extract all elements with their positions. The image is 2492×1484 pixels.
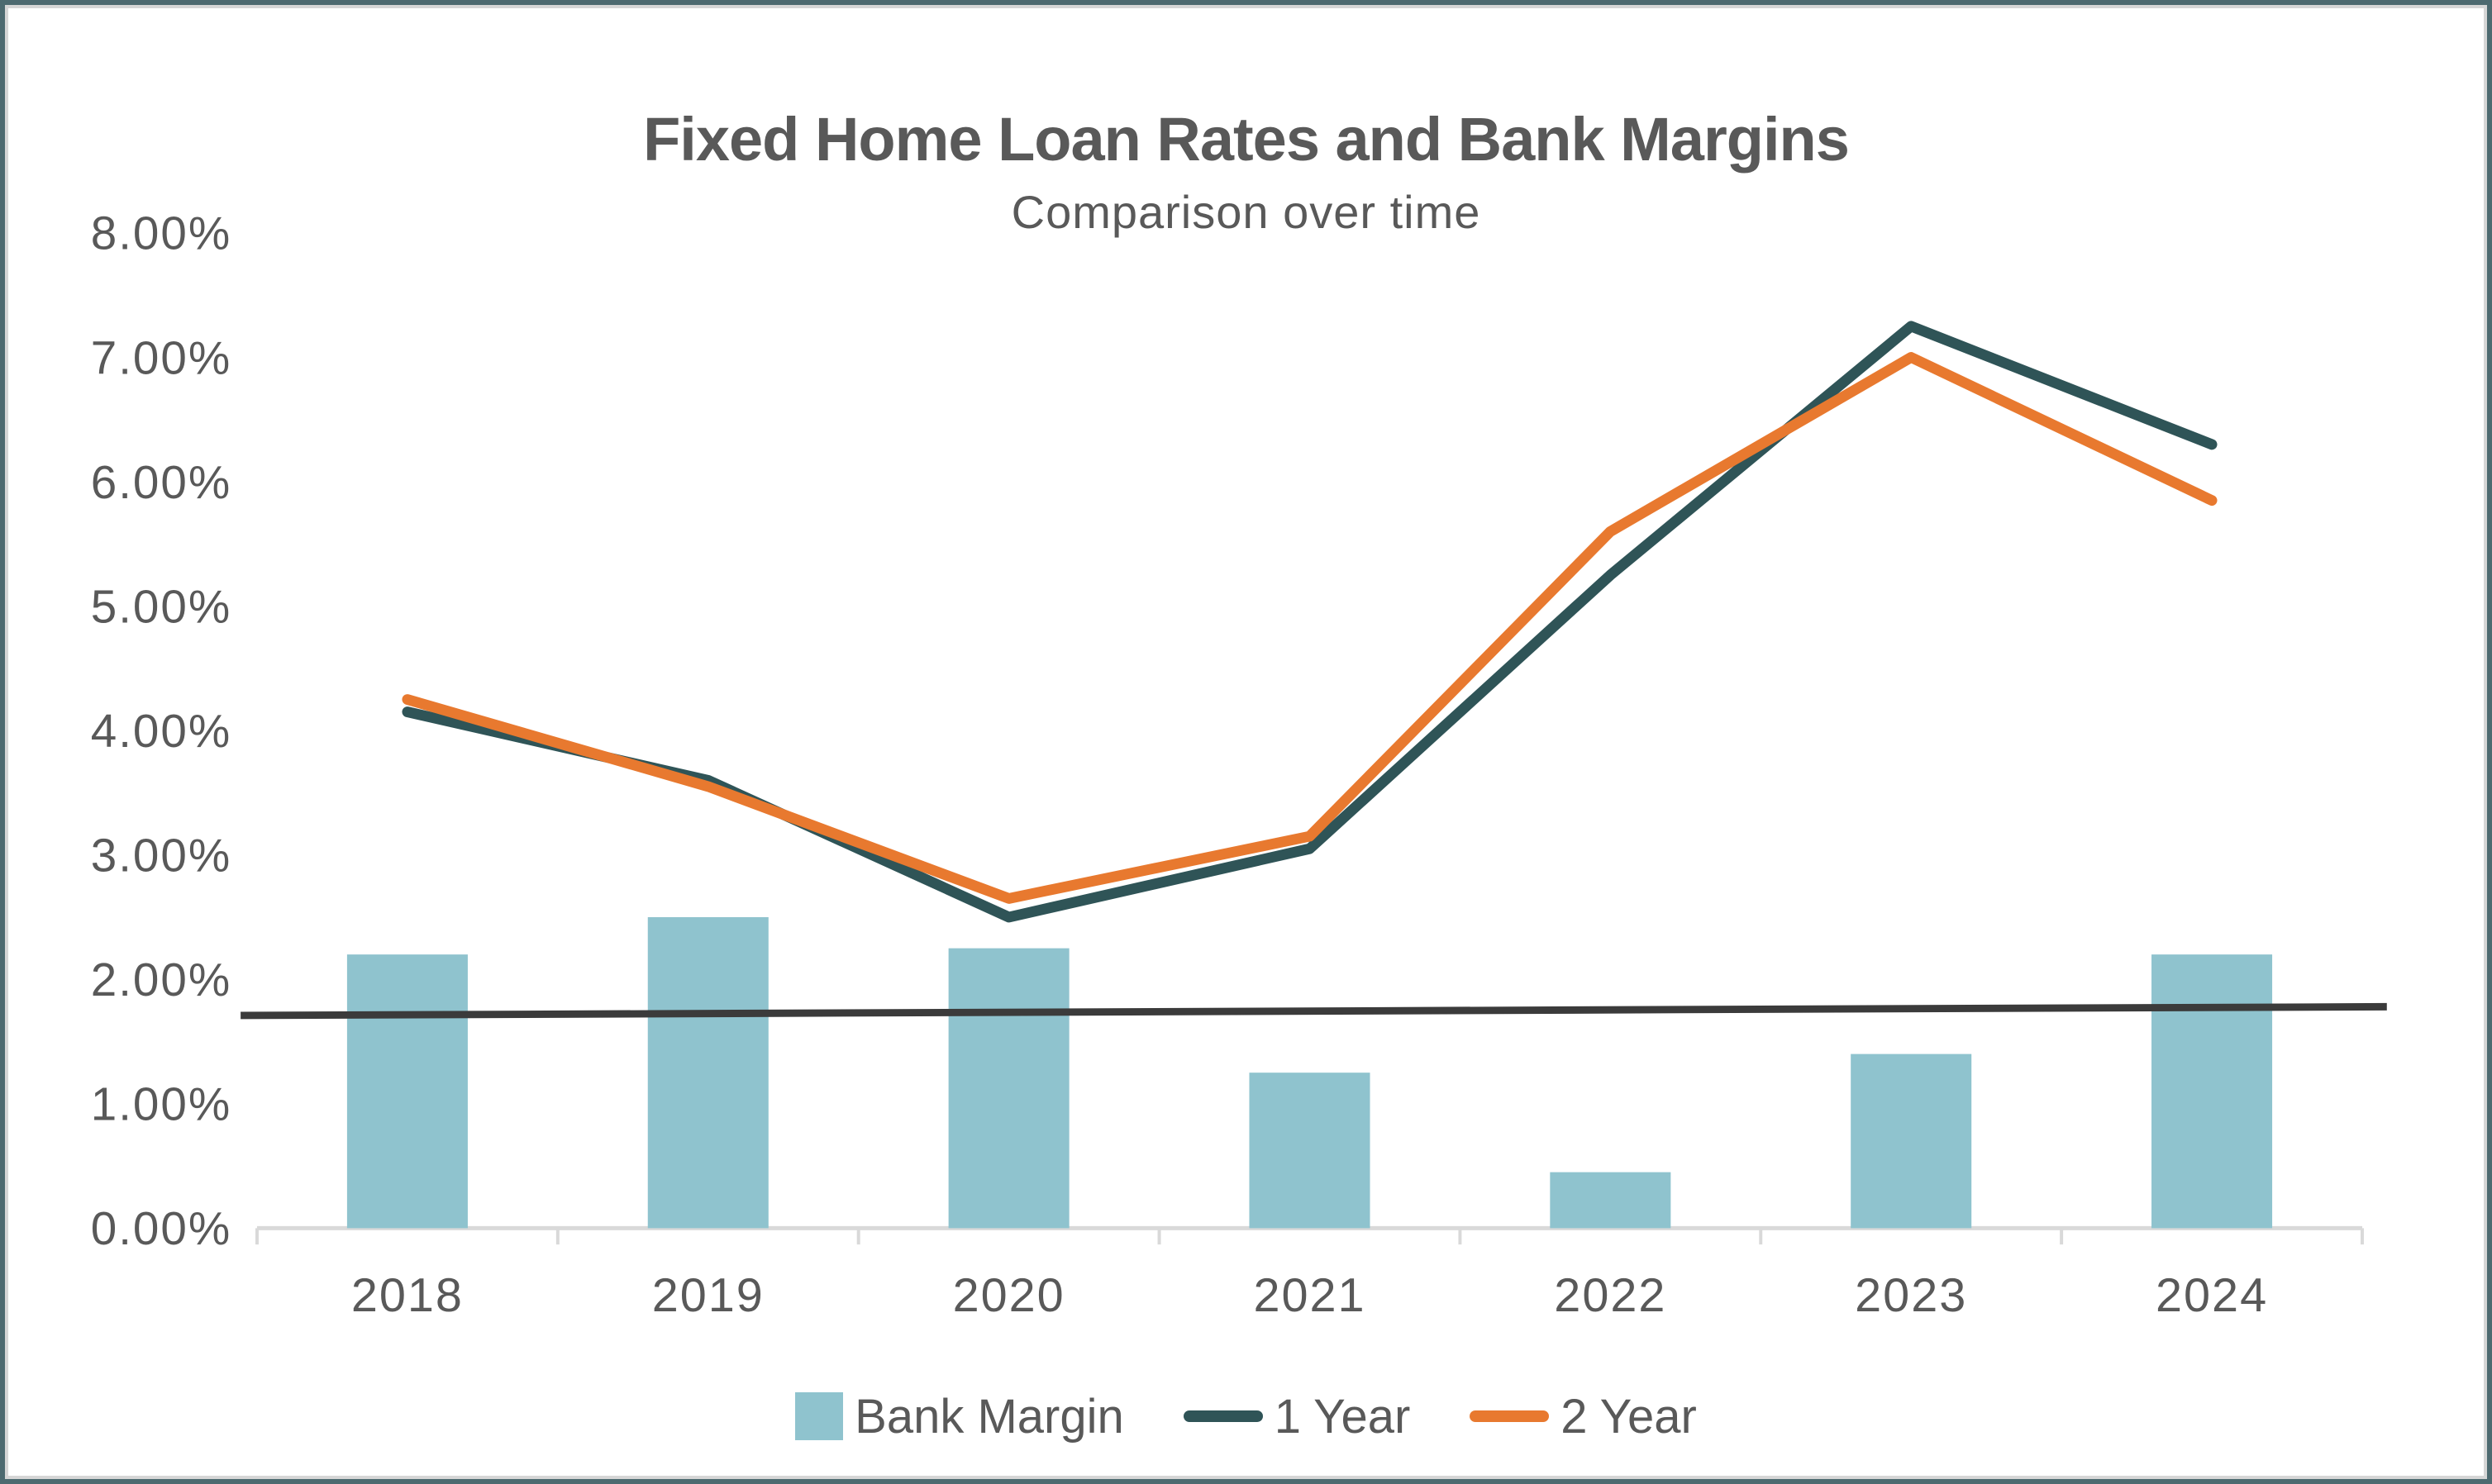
chart-canvas: 0.00% 1.00% 2.00% 3.00% 4.00% 5.00% 6.00% 7.00%… [5, 5, 2487, 1479]
x-axis-label: 2020 [953, 1269, 1065, 1322]
y-axis-label: 1.00% [91, 1078, 231, 1130]
x-axis-label: 2023 [1855, 1269, 1967, 1322]
y-axis-label: 3.00% [91, 830, 231, 882]
legend-item-2-year: 2 Year [1470, 1389, 1697, 1444]
one-year-line-swatch-icon [1183, 1410, 1263, 1422]
y-axis-label: 5.00% [91, 580, 231, 632]
y-axis-label: 6.00% [91, 456, 231, 508]
legend-label-bank-margin: Bank Margin [855, 1389, 1124, 1444]
chart-subtitle: Comparison over time [1011, 186, 1481, 238]
line-1-year [402, 321, 2218, 923]
x-axis-label: 2019 [652, 1269, 765, 1322]
legend-item-1-year: 1 Year [1183, 1389, 1411, 1444]
chart-title: Fixed Home Loan Rates and Bank Margins [643, 105, 1850, 174]
legend-label-1-year: 1 Year [1274, 1389, 1411, 1444]
bar-2018 [346, 954, 468, 1229]
bar-2023 [1851, 1054, 1972, 1229]
bank-margin-swatch-icon [795, 1392, 844, 1440]
x-axis-label: 2022 [1554, 1269, 1666, 1322]
x-axis-label: 2024 [2156, 1269, 2268, 1322]
legend-item-bank-margin: Bank Margin [795, 1389, 1124, 1444]
y-axis-label: 2.00% [91, 954, 231, 1006]
y-axis-label: 0.00% [91, 1202, 231, 1254]
plot-area: 0.00% 1.00% 2.00% 3.00% 4.00% 5.00% 6.00% 7.00%… [91, 207, 2387, 1322]
y-axis-label: 4.00% [91, 705, 231, 757]
x-axis-label: 2018 [351, 1269, 464, 1322]
legend: Bank Margin 1 Year 2 Year [8, 1383, 2484, 1449]
bar-2021 [1249, 1073, 1370, 1229]
bar-2019 [647, 916, 769, 1229]
two-year-line-swatch-icon [1470, 1410, 1550, 1422]
x-axis-label: 2021 [1253, 1269, 1365, 1322]
y-axis-label: 7.00% [91, 331, 231, 383]
y-axis-label: 8.00% [91, 207, 231, 259]
bank-margin-trendline [241, 1002, 2387, 1020]
line-2-year [402, 352, 2218, 904]
legend-label-2-year: 2 Year [1560, 1389, 1697, 1444]
bar-2024 [2151, 954, 2273, 1229]
bar-2020 [948, 948, 1070, 1229]
bar-2022 [1550, 1172, 1671, 1229]
